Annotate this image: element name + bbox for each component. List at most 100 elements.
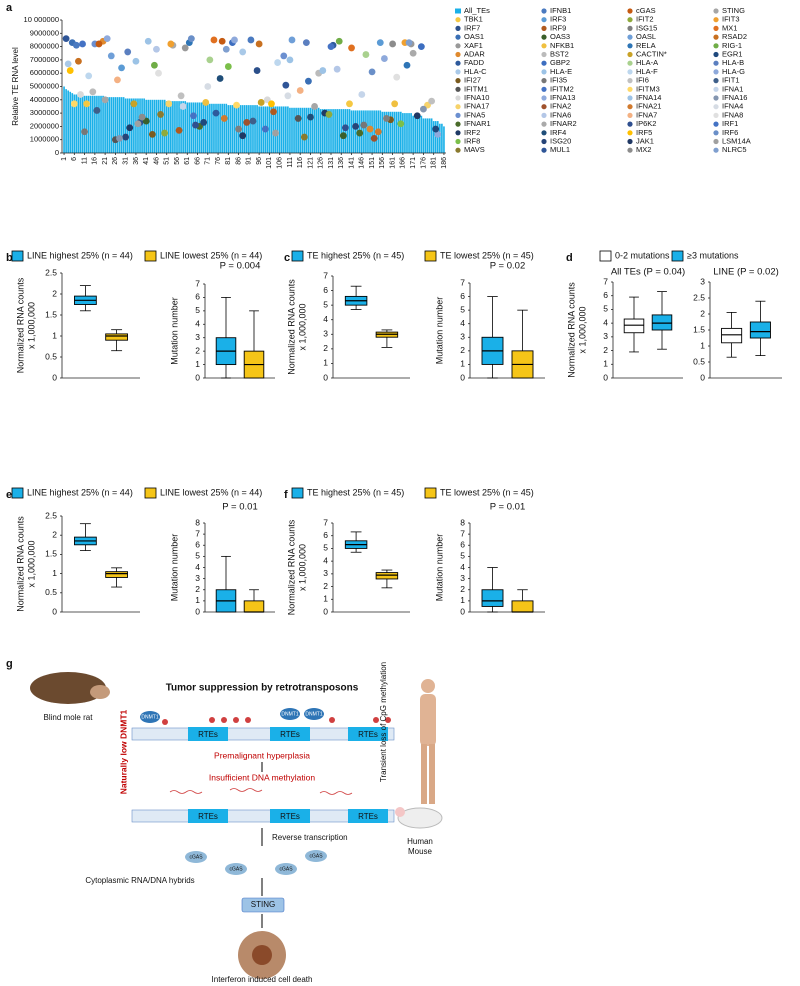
legend-marker [144,487,157,499]
scatter-point [114,76,121,84]
bar [231,105,234,153]
panel-label: a [6,2,13,14]
y-tick-label: 1.5 [45,309,57,319]
bar [112,97,115,153]
species-label: Blind mole rat [44,713,94,722]
legend-marker [541,78,547,84]
y-tick-label: 7 [603,276,608,286]
legend-label: IFITM1 [464,84,488,93]
step-label: Cytoplasmic RNA/DNA hybrids [85,876,194,885]
scatter-point [380,55,388,62]
y-tick-label: 2 [323,581,328,591]
bar [167,101,170,153]
scatter-point [319,67,327,74]
scatter-point [132,57,140,65]
y-axis-label: x 1,000,000 [26,540,36,587]
x-tick-label: 181 [431,157,438,169]
y-tick-label: 7000000 [30,55,59,64]
box [623,318,645,334]
y-tick-label: 1 [603,359,608,369]
legend-label: OAS3 [550,32,570,41]
scatter-point [148,130,156,138]
dnmt1-blob [304,708,324,720]
y-tick-label: 4 [323,314,328,324]
scatter-point [200,119,208,126]
legend-label: EGR1 [722,49,742,58]
legend-marker [713,8,719,14]
y-axis-label: Normalized RNA counts [286,279,296,375]
bar [313,107,316,153]
scatter-point [366,125,374,133]
legend-label: NLRC5 [722,145,747,154]
step-label: Interferon induced cell death [212,975,313,984]
y-tick-label: 1 [323,594,328,604]
x-tick-label: 106 [277,157,284,169]
bar [330,109,332,153]
legend-label: LINE highest 25% (n = 44) [27,250,133,260]
scatter-point [206,56,214,64]
legend-marker [455,104,461,110]
bar [155,99,158,153]
bar [71,93,74,153]
scatter-point [224,63,232,70]
mouse [397,807,443,829]
scatter-point [420,105,427,113]
bar [354,110,357,153]
y-tick-label: 7 [323,270,328,280]
bar [145,99,148,153]
x-tick-label: 61 [184,157,191,165]
cgas-blobs [185,850,327,875]
legend-marker [424,250,437,262]
y-tick-label: 6 [460,540,465,550]
bar [243,105,246,153]
bar [85,95,88,153]
bar [352,110,355,153]
bar [122,97,125,153]
y-tick-label: 3000000 [30,108,59,117]
scatter-point [118,64,125,72]
bar [282,106,285,153]
bar [441,123,443,153]
bar [307,107,310,153]
bar [133,98,135,153]
bar [321,109,324,153]
rte-label: RTEs [198,812,218,821]
x-tick-label: 66 [194,157,201,165]
x-tick-label: 161 [389,157,396,169]
legend-marker [713,147,719,153]
bar [87,95,90,153]
legend-marker [455,34,461,40]
legend-label: TE lowest 25% (n = 45) [440,487,534,497]
bar [422,118,425,153]
bar [69,91,72,153]
bar [414,115,417,153]
scatter-point [389,40,397,48]
legend-label: IRF8 [464,136,480,145]
bar [151,99,154,153]
bar [67,90,69,153]
legend-marker [713,17,719,23]
bar [120,97,123,153]
scatter-point [333,65,341,73]
bar [297,107,299,153]
rte-box [188,727,228,741]
bar [328,109,330,153]
y-tick-label: 0 [603,372,608,382]
y-tick-label: 1 [52,330,57,340]
scatter-point [327,43,335,50]
legend-label: IFNA7 [636,110,657,119]
legend-marker [455,86,461,92]
y-tick-label: 0 [323,372,328,382]
scatter-point [124,48,132,56]
rte-label: RTEs [280,812,300,821]
y-tick-label: 2.5 [45,510,57,520]
y-tick-label: 2.5 [45,267,57,277]
y-tick-label: 0 [700,372,705,382]
legend-label: IFNA10 [464,93,489,102]
bar [301,107,304,153]
scatter-point [165,100,173,108]
scatter-point [179,103,187,110]
box [375,572,399,580]
bar [98,95,100,153]
scatter-point [231,36,238,44]
